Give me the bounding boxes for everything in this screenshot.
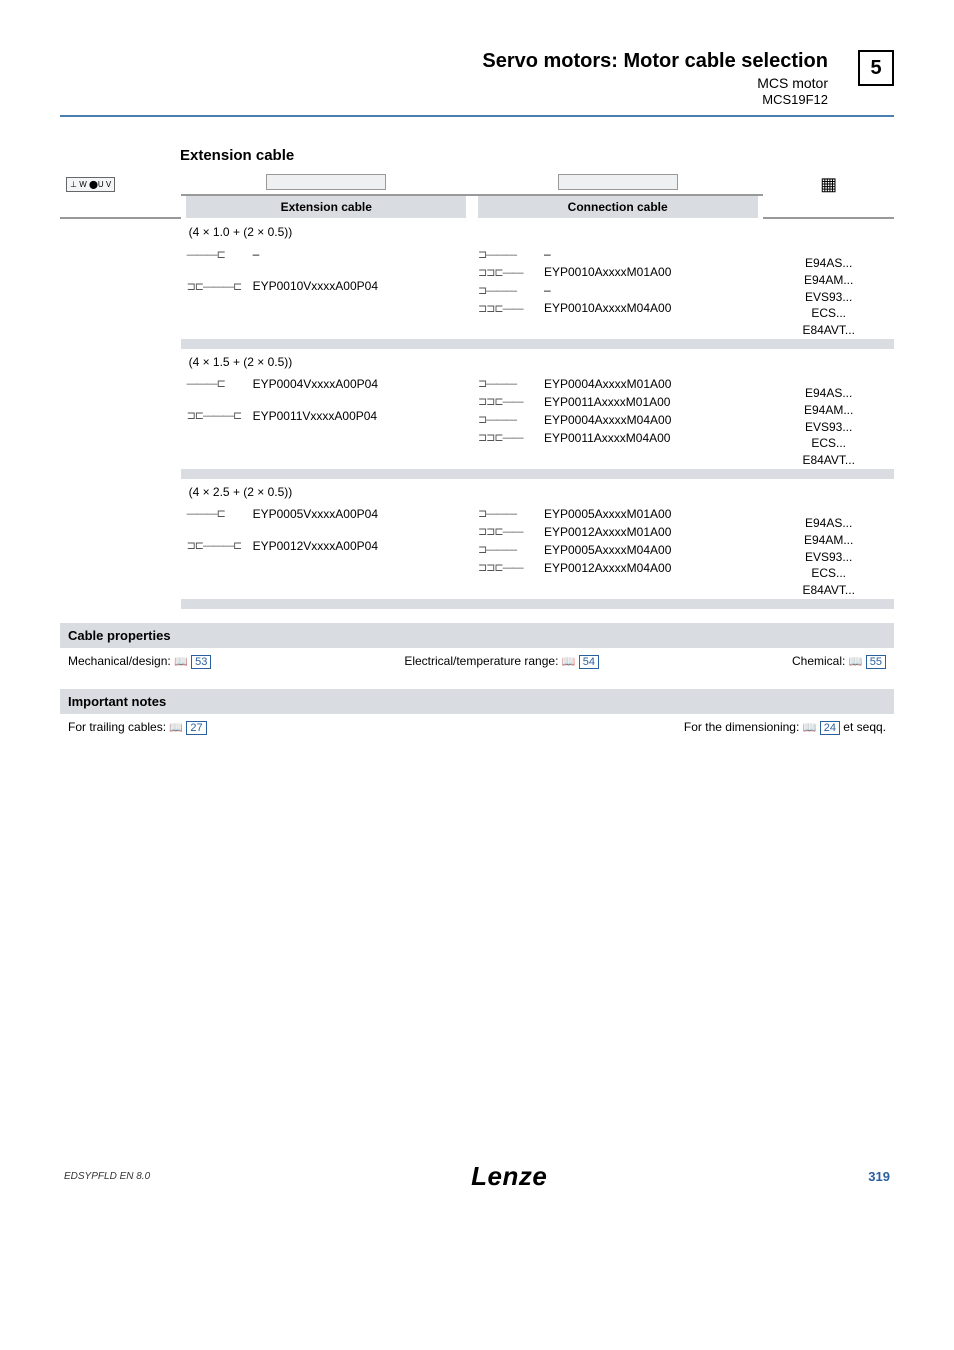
dim-suffix: et seqq. (843, 720, 886, 734)
block-separator (181, 469, 894, 479)
cable-spec: (4 × 1.5 + (2 × 0.5)) (181, 349, 894, 371)
cable-glyph-icon: ⊐——— (478, 284, 538, 297)
header-sub1: MCS motor (482, 75, 828, 91)
cable-glyph-icon: ⊐——— (478, 543, 538, 556)
cable-glyph-icon: ⊐⊐⊏—— (478, 395, 538, 408)
conn-cable-code: EYP0005AxxxxM04A00 (544, 543, 671, 557)
elec-ref-link[interactable]: 54 (579, 655, 599, 669)
inverter-list: E94AS...E94AM...EVS93...ECS...E84AVT... (763, 371, 894, 469)
conn-cable-code: – (544, 247, 551, 261)
book-icon: 📖 (849, 656, 863, 668)
chem-label: Chemical: (792, 654, 849, 668)
important-notes-header: Important notes (60, 689, 894, 714)
conn-cable-code: EYP0004AxxxxM04A00 (544, 413, 671, 427)
book-icon: 📖 (174, 656, 188, 668)
elec-label: Electrical/temperature range: (404, 654, 561, 668)
mech-label: Mechanical/design: (68, 654, 174, 668)
footer-pagenum: 319 (868, 1169, 890, 1184)
ext-cable-code: EYP0011VxxxxA00P04 (253, 409, 378, 423)
cable-glyph-icon: ⊐⊏———⊏ (187, 280, 247, 293)
conn-cable-code: EYP0010AxxxxM01A00 (544, 265, 671, 279)
footer-docid: EDSYPFLD EN 8.0 (64, 1171, 150, 1182)
block-separator (181, 339, 894, 349)
page-header: Servo motors: Motor cable selection MCS … (482, 50, 828, 107)
inverter-icon: ▦ (820, 174, 837, 195)
cable-glyph-icon: ⊐⊐⊏—— (478, 561, 538, 574)
trailing-label: For trailing cables: (68, 720, 169, 734)
cable-glyph-icon: ⊐——— (478, 248, 538, 261)
conn-cable-code: EYP0011AxxxxM01A00 (544, 395, 671, 409)
conn-cable-code: – (544, 283, 551, 297)
conn-cable-code: EYP0011AxxxxM04A00 (544, 431, 671, 445)
motor-icon: ⊥ W ⬤U V (66, 177, 115, 192)
conn-cable-code: EYP0010AxxxxM04A00 (544, 301, 671, 315)
cable-glyph-icon: ⊐⊐⊏—— (478, 525, 538, 538)
ext-connector-icon (266, 174, 386, 190)
cable-glyph-icon: ⊐⊐⊏—— (478, 266, 538, 279)
trailing-ref-link[interactable]: 27 (186, 721, 206, 735)
header-sub2: MCS19F12 (482, 92, 828, 107)
chem-ref-link[interactable]: 55 (866, 655, 886, 669)
dim-label: For the dimensioning: (684, 720, 803, 734)
conn-cable-code: EYP0012AxxxxM04A00 (544, 561, 671, 575)
cable-glyph-icon: ———⊏ (187, 248, 247, 261)
cable-properties-header: Cable properties (60, 623, 894, 648)
block-separator (181, 599, 894, 609)
cable-spec: (4 × 1.0 + (2 × 0.5)) (181, 218, 894, 241)
section-title: Extension cable (180, 147, 894, 164)
conn-cable-code: EYP0012AxxxxM01A00 (544, 525, 671, 539)
cable-glyph-icon: ⊐⊏———⊏ (187, 539, 247, 552)
cable-glyph-icon: ⊐——— (478, 507, 538, 520)
inverter-list: E94AS...E94AM...EVS93...ECS...E84AVT... (763, 241, 894, 339)
conn-connector-icon (558, 174, 678, 190)
section-number-box: 5 (858, 50, 894, 86)
conn-cable-code: EYP0004AxxxxM01A00 (544, 377, 671, 391)
header-title: Servo motors: Motor cable selection (482, 50, 828, 73)
conn-cable-code: EYP0005AxxxxM01A00 (544, 507, 671, 521)
ext-cable-code: EYP0012VxxxxA00P04 (253, 539, 378, 553)
dim-ref-link[interactable]: 24 (820, 721, 840, 735)
ext-cable-code: EYP0005VxxxxA00P04 (253, 507, 378, 521)
book-icon: 📖 (803, 722, 817, 734)
cable-spec: (4 × 2.5 + (2 × 0.5)) (181, 479, 894, 501)
mech-ref-link[interactable]: 53 (191, 655, 211, 669)
conn-header: Connection cable (478, 196, 758, 218)
ext-header: Extension cable (186, 196, 466, 218)
ext-cable-code: – (253, 247, 260, 261)
cable-properties-row: Mechanical/design: 📖 53 Electrical/tempe… (60, 648, 894, 675)
book-icon: 📖 (169, 722, 183, 734)
cable-selection-table: ⊥ W ⬤U V ▦ Extension cable Connection ca… (60, 174, 894, 609)
important-notes-row: For trailing cables: 📖 27 For the dimens… (60, 714, 894, 741)
inverter-list: E94AS...E94AM...EVS93...ECS...E84AVT... (763, 501, 894, 599)
ext-cable-code: EYP0010VxxxxA00P04 (253, 279, 378, 293)
footer-brand: Lenze (471, 1161, 547, 1192)
cable-glyph-icon: ———⊏ (187, 377, 247, 390)
cable-glyph-icon: ⊐——— (478, 413, 538, 426)
cable-glyph-icon: ———⊏ (187, 507, 247, 520)
cable-glyph-icon: ⊐⊐⊏—— (478, 302, 538, 315)
ext-cable-code: EYP0004VxxxxA00P04 (253, 377, 378, 391)
cable-glyph-icon: ⊐⊐⊏—— (478, 431, 538, 444)
book-icon: 📖 (562, 656, 576, 668)
cable-glyph-icon: ⊐⊏———⊏ (187, 409, 247, 422)
cable-glyph-icon: ⊐——— (478, 377, 538, 390)
header-rule (60, 115, 894, 117)
